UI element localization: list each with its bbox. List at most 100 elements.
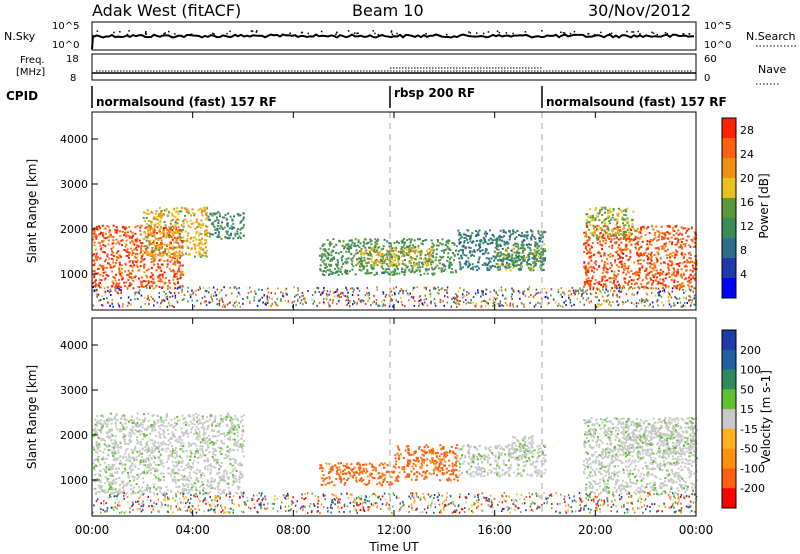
scatter-cell [126,248,129,251]
scatter-cell [542,260,545,263]
scatter-cell [218,215,221,218]
scatter-cell [96,415,99,417]
noise-cell [139,289,141,292]
power-ylabel: Slant Range [km] [25,159,39,263]
noise-cell [391,299,394,302]
scatter-cell [668,226,671,228]
noise-cell [598,299,600,302]
scatter-cell [329,258,332,261]
scatter-cell [527,253,530,256]
noise-cell [356,286,358,289]
scatter-cell [145,274,148,277]
nsky-dot [372,30,374,32]
scatter-cell [116,444,119,446]
noise-cell [280,300,282,302]
scatter-cell [647,253,650,255]
scatter-cell [625,239,628,242]
noise-cell [530,294,532,297]
scatter-cell [341,259,343,262]
scatter-cell [661,236,664,238]
scatter-cell [503,255,506,258]
scatter-cell [644,286,647,289]
scatter-cell [186,239,189,242]
noise-cell [361,299,363,302]
noise-cell [213,294,215,297]
scatter-cell [421,261,423,264]
scatter-cell [458,241,461,244]
scatter-cell [532,261,535,264]
nsky-dot [212,32,214,35]
scatter-cell [242,414,245,417]
scatter-cell [675,249,677,252]
scatter-cell [99,470,102,473]
scatter-cell [503,231,506,234]
noise-cell [688,299,690,302]
noise-cell [505,297,508,300]
scatter-cell [636,274,639,277]
scatter-cell [528,255,531,258]
noise-cell [595,292,597,294]
noise-cell [437,286,439,289]
scatter-cell [467,241,469,244]
scatter-cell [630,286,632,288]
scatter-cell [138,269,141,272]
scatter-cell [108,428,111,431]
scatter-cell [177,230,180,233]
scatter-cell [627,267,630,270]
scatter-cell [133,276,136,279]
scatter-cell [477,231,480,234]
noise-cell [588,301,590,304]
noise-cell [412,287,415,290]
scatter-cell [345,250,348,253]
scatter-cell [624,214,627,217]
scatter-cell [182,468,185,471]
scatter-cell [201,243,204,246]
scatter-cell [158,206,161,209]
scatter-cell [322,254,325,257]
noise-cell [670,305,672,308]
noise-cell [326,293,328,296]
scatter-cell [583,231,586,234]
scatter-cell [131,239,134,242]
scatter-cell [614,277,617,280]
noise-cell [692,290,694,293]
scatter-cell [211,487,214,489]
scatter-cell [218,236,221,239]
scatter-cell [173,274,176,277]
scatter-cell [154,253,157,256]
scatter-cell [187,232,190,235]
scatter-cell [169,227,171,230]
colorbar-cell [722,138,736,159]
scatter-cell [134,240,137,243]
scatter-cell [225,217,228,220]
scatter-cell [617,253,620,256]
scatter-cell [171,431,174,434]
scatter-cell [97,228,100,231]
scatter-cell [511,253,514,256]
scatter-cell [160,245,163,248]
scatter-cell [122,234,125,237]
scatter-cell [195,231,198,234]
noise-cell [499,300,501,303]
scatter-cell [501,247,504,250]
scatter-cell [127,474,130,477]
cpid-panel: CPID normalsound (fast) 157 RF rbsp 200 … [6,86,727,109]
scatter-cell [330,270,333,273]
scatter-cell [208,219,211,222]
scatter-cell [395,246,398,249]
scatter-cell [160,209,163,212]
scatter-cell [234,234,237,237]
scatter-cell [151,282,154,285]
scatter-cell [94,427,97,430]
noise-cell [557,304,559,307]
scatter-cell [495,241,498,244]
noise-cell [424,294,426,297]
scatter-cell [662,261,665,264]
scatter-cell [608,222,611,225]
scatter-cell [184,240,187,242]
noise-cell [187,286,189,289]
scatter-cell [683,256,686,259]
scatter-cell [411,267,414,270]
scatter-cell [152,229,155,232]
scatter-cell [164,248,167,251]
